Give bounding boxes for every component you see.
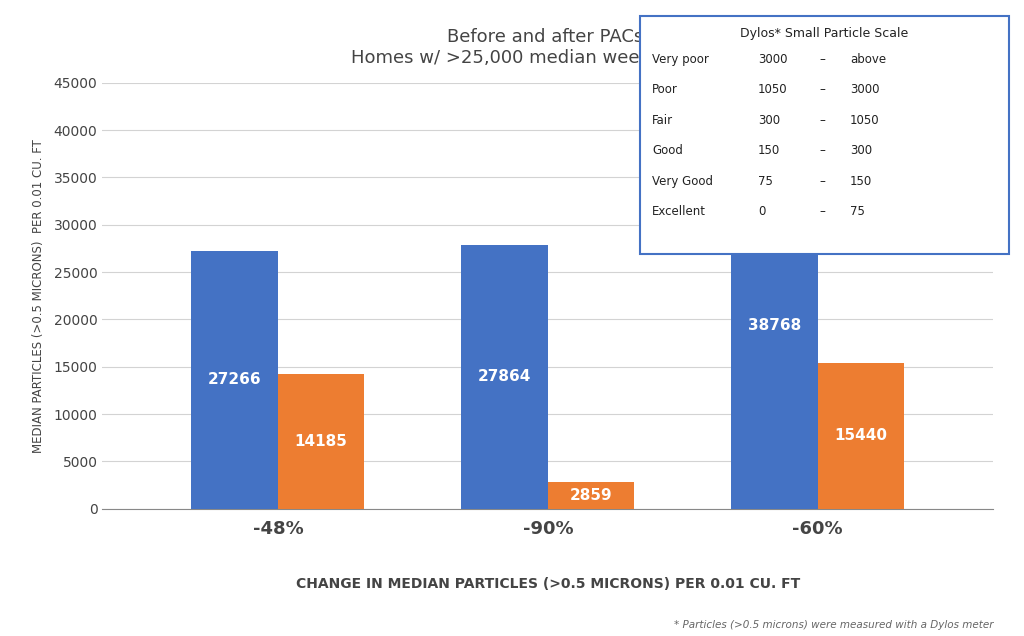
Text: Excellent: Excellent: [652, 205, 707, 218]
Bar: [818, 363, 904, 509]
Text: 15440: 15440: [835, 428, 888, 443]
Text: 38768: 38768: [748, 318, 801, 333]
Text: –: –: [819, 144, 825, 157]
Bar: [731, 142, 818, 509]
Text: 75: 75: [850, 205, 865, 218]
Text: 27864: 27864: [478, 370, 531, 384]
X-axis label: CHANGE IN MEDIAN PARTICLES (>0.5 MICRONS) PER 0.01 CU. FT: CHANGE IN MEDIAN PARTICLES (>0.5 MICRONS…: [296, 577, 800, 591]
Text: –: –: [819, 175, 825, 188]
Text: 3000: 3000: [758, 53, 787, 66]
Text: 1050: 1050: [850, 114, 880, 127]
Text: 75: 75: [758, 175, 773, 188]
Text: 2859: 2859: [569, 488, 612, 503]
Text: Very Good: Very Good: [652, 175, 714, 188]
Text: 3000: 3000: [850, 83, 880, 96]
Text: –: –: [819, 114, 825, 127]
Text: 300: 300: [850, 144, 872, 157]
Text: 150: 150: [850, 175, 872, 188]
Text: 0: 0: [758, 205, 765, 218]
Text: Fair: Fair: [652, 114, 674, 127]
Text: –: –: [819, 53, 825, 66]
Bar: [278, 375, 365, 509]
Text: Dylos* Small Particle Scale: Dylos* Small Particle Scale: [740, 27, 908, 40]
Bar: [462, 245, 548, 509]
Text: above: above: [850, 53, 886, 66]
Text: –: –: [819, 83, 825, 96]
Text: 14185: 14185: [295, 434, 347, 449]
Title: Before and after PACs:
Homes w/ >25,000 median week1 particles: Before and after PACs: Homes w/ >25,000 …: [351, 29, 744, 67]
Text: Poor: Poor: [652, 83, 678, 96]
Text: 27266: 27266: [208, 372, 261, 387]
Text: –: –: [819, 205, 825, 218]
Text: * Particles (>0.5 microns) were measured with a Dylos meter: * Particles (>0.5 microns) were measured…: [674, 619, 993, 630]
Text: Very poor: Very poor: [652, 53, 710, 66]
Bar: [548, 481, 634, 509]
Text: 300: 300: [758, 114, 780, 127]
Text: 150: 150: [758, 144, 780, 157]
Text: Good: Good: [652, 144, 683, 157]
Bar: [191, 251, 278, 509]
Text: 1050: 1050: [758, 83, 787, 96]
Y-axis label: MEDIAN PARTICLES (>0.5 MICRONS)  PER 0.01 CU. FT: MEDIAN PARTICLES (>0.5 MICRONS) PER 0.01…: [33, 139, 45, 453]
